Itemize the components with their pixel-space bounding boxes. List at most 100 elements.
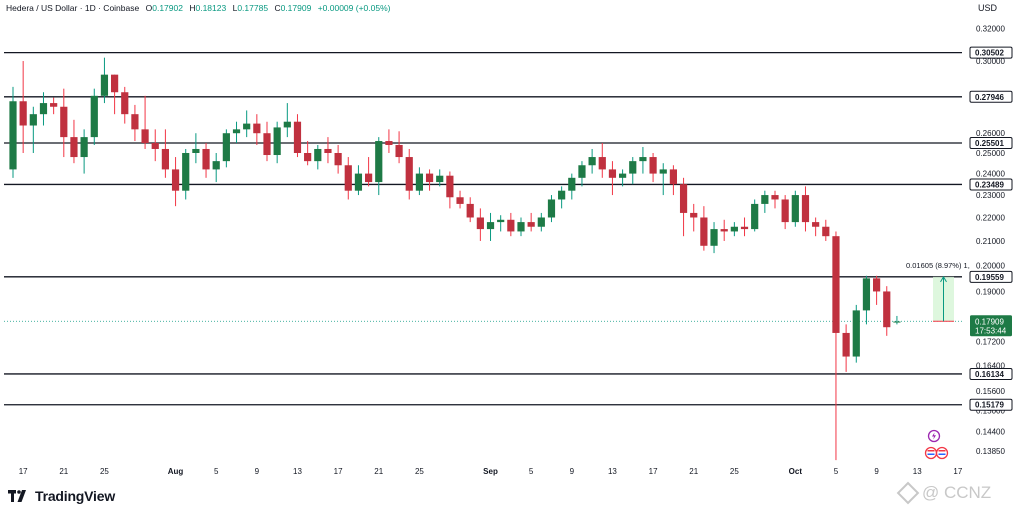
candle-body-up <box>212 161 220 170</box>
candle-body-down <box>456 197 464 204</box>
candle-body-up <box>761 195 769 204</box>
candle-body-up <box>39 103 48 115</box>
candle-body-down <box>822 226 830 237</box>
y-tick-label: 0.25000 <box>976 149 1005 158</box>
event-markers[interactable] <box>924 429 956 463</box>
price-axis: 0.320000.300000.280000.260000.250000.240… <box>969 24 1013 456</box>
high-value: 0.18123 <box>195 3 227 13</box>
time-axis: 17 21 25 Aug 5 9 13 17 21 25 Sep 5 9 13 17 21 25 Oct 5 9 13 1… <box>19 467 963 476</box>
candle-body-down <box>141 129 149 144</box>
candle-body-up <box>90 95 98 138</box>
level-price-box <box>969 90 1013 103</box>
candle-body-up <box>710 229 718 246</box>
close-value: 0.17909 <box>280 3 312 13</box>
level-price-label: 0.15179 <box>975 401 1004 410</box>
candle-body-up <box>80 137 88 158</box>
candle-body-up <box>578 165 586 178</box>
level-price-box <box>969 178 1013 191</box>
candle-body-up <box>568 177 576 191</box>
candle-body-up <box>751 203 759 230</box>
candle-body-down <box>263 133 271 156</box>
candle-body-down <box>151 143 159 149</box>
level-price-label: 0.27946 <box>975 93 1004 102</box>
candle-body-down <box>304 152 312 162</box>
x-tick-label: 25 <box>415 467 424 476</box>
candle-body-up <box>629 161 637 174</box>
close-label: C <box>274 3 281 13</box>
candle-body-down <box>405 157 413 191</box>
candle-body-down <box>476 217 484 230</box>
candle-body-down <box>344 165 352 191</box>
candle-body-down <box>873 278 881 292</box>
candle-body-down <box>253 123 261 134</box>
watermark-diamond-icon <box>896 481 920 505</box>
candle-body-up <box>375 141 383 183</box>
last-price-box <box>970 315 1012 337</box>
x-tick-label: 13 <box>608 467 617 476</box>
high-label: H <box>189 3 196 13</box>
x-tick-label: 13 <box>913 467 922 476</box>
candle-body-down <box>385 141 393 145</box>
lightning-glyph-icon <box>932 432 936 440</box>
x-tick-label: 5 <box>834 467 839 476</box>
candle-body-up <box>588 157 596 166</box>
candle-body-up <box>852 310 860 357</box>
level-price-label: 0.30502 <box>975 49 1004 58</box>
x-tick-label: 25 <box>730 467 739 476</box>
candle-body-down <box>171 169 180 191</box>
candle-body-down <box>649 157 657 174</box>
candle-body-down <box>669 169 677 185</box>
horizontal-levels <box>4 51 962 406</box>
candle-body-down <box>202 148 210 170</box>
x-tick-label: 17 <box>953 467 962 476</box>
flag-stripe <box>938 453 946 455</box>
level-price-label: 0.16134 <box>975 370 1004 379</box>
candle-body-up <box>283 121 291 128</box>
candle-body-down <box>679 184 688 213</box>
watermark: @ CCNZ <box>896 481 992 505</box>
y-tick-label: 0.24000 <box>976 170 1005 179</box>
candle-body-down <box>111 74 119 93</box>
level-price-box <box>969 270 1013 283</box>
y-tick-label: 0.20000 <box>976 262 1005 271</box>
candle-body-down <box>131 114 139 130</box>
candle-body-up <box>436 175 444 183</box>
countdown-label: 17:53:44 <box>975 326 1007 335</box>
candle-body-up <box>273 127 281 156</box>
tradingview-logo-icon <box>8 490 26 502</box>
low-value: 0.17785 <box>237 3 269 13</box>
candle-body-down <box>740 226 749 230</box>
candle-body-up <box>893 321 901 323</box>
candle-body-down <box>842 332 850 357</box>
x-tick-label: 9 <box>570 467 575 476</box>
candle-body-up <box>192 148 200 153</box>
y-tick-label: 0.30000 <box>976 57 1005 66</box>
us-flag-event-icon-2[interactable] <box>935 446 949 460</box>
watermark-text: @ CCNZ <box>922 483 992 502</box>
change-value: +0.00009 (+0.05%) <box>317 3 391 13</box>
candle-body-up <box>558 190 566 200</box>
x-tick-label: 21 <box>689 467 698 476</box>
candle-body-down <box>50 103 58 107</box>
x-tick-label: 5 <box>214 467 219 476</box>
candle-body-up <box>354 173 363 191</box>
level-price-label: 0.19559 <box>975 273 1004 282</box>
candle-body-down <box>507 219 515 232</box>
candle-body-up <box>619 173 627 178</box>
candle-body-down <box>395 144 403 158</box>
candle-body-up <box>182 152 190 191</box>
candle-body-down <box>19 101 27 126</box>
candle-body-down <box>883 291 891 328</box>
tradingview-logo[interactable]: TradingView <box>8 488 115 504</box>
candle-body-up <box>9 101 17 170</box>
candle-body-up <box>862 278 871 311</box>
currency-label[interactable]: USD <box>978 3 998 13</box>
level-price-label: 0.23489 <box>975 180 1004 189</box>
y-tick-label: 0.32000 <box>976 24 1005 33</box>
y-tick-label: 0.16400 <box>976 362 1005 371</box>
candle-body-down <box>425 173 434 183</box>
us-flag-event-icon[interactable] <box>924 446 938 460</box>
candle-body-up <box>547 199 556 218</box>
